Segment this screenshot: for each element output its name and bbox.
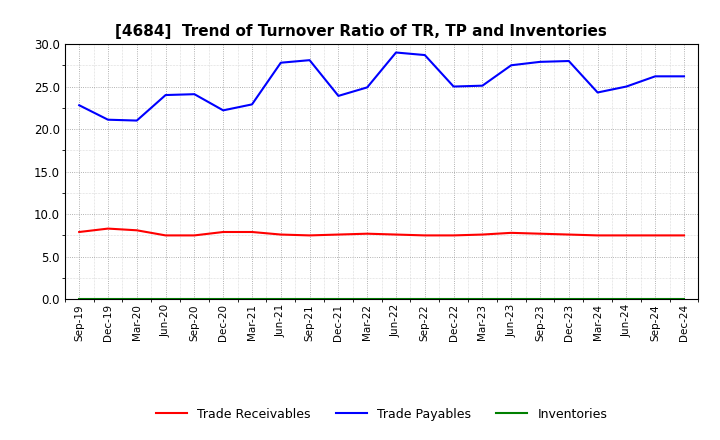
Inventories [75,297,84,302]
Trade Payables [507,62,516,68]
Trade Receivables [104,226,112,231]
Trade Payables [161,92,170,98]
Trade Payables [680,73,688,79]
Inventories [161,297,170,302]
Inventories [276,297,285,302]
Trade Receivables [161,233,170,238]
Trade Payables [478,83,487,88]
Line: Trade Receivables: Trade Receivables [79,229,684,235]
Trade Receivables [680,233,688,238]
Trade Receivables [392,232,400,237]
Inventories [104,297,112,302]
Inventories [593,297,602,302]
Trade Receivables [564,232,573,237]
Trade Payables [75,103,84,108]
Trade Payables [334,93,343,99]
Inventories [651,297,660,302]
Trade Receivables [334,232,343,237]
Trade Payables [276,60,285,66]
Legend: Trade Receivables, Trade Payables, Inventories: Trade Receivables, Trade Payables, Inven… [151,403,612,425]
Trade Payables [593,90,602,95]
Trade Payables [420,52,429,58]
Trade Receivables [593,233,602,238]
Inventories [478,297,487,302]
Inventories [363,297,372,302]
Inventories [392,297,400,302]
Trade Receivables [190,233,199,238]
Inventories [248,297,256,302]
Inventories [219,297,228,302]
Trade Payables [392,50,400,55]
Trade Receivables [420,233,429,238]
Inventories [680,297,688,302]
Trade Payables [132,118,141,123]
Inventories [564,297,573,302]
Trade Payables [363,85,372,90]
Inventories [190,297,199,302]
Trade Payables [104,117,112,122]
Inventories [536,297,544,302]
Trade Receivables [651,233,660,238]
Trade Payables [305,58,314,63]
Trade Payables [248,102,256,107]
Inventories [507,297,516,302]
Trade Payables [219,108,228,113]
Inventories [334,297,343,302]
Inventories [305,297,314,302]
Trade Payables [449,84,458,89]
Trade Receivables [536,231,544,236]
Trade Payables [622,84,631,89]
Trade Receivables [305,233,314,238]
Trade Receivables [132,227,141,233]
Trade Receivables [248,229,256,235]
Inventories [622,297,631,302]
Trade Receivables [507,230,516,235]
Inventories [132,297,141,302]
Trade Payables [564,59,573,64]
Trade Receivables [478,232,487,237]
Trade Receivables [363,231,372,236]
Inventories [420,297,429,302]
Trade Receivables [449,233,458,238]
Line: Trade Payables: Trade Payables [79,52,684,121]
Trade Payables [536,59,544,65]
Trade Payables [190,92,199,97]
Trade Receivables [219,229,228,235]
Trade Receivables [622,233,631,238]
Trade Payables [651,73,660,79]
Inventories [449,297,458,302]
Text: [4684]  Trend of Turnover Ratio of TR, TP and Inventories: [4684] Trend of Turnover Ratio of TR, TP… [115,24,608,39]
Trade Receivables [276,232,285,237]
Trade Receivables [75,229,84,235]
